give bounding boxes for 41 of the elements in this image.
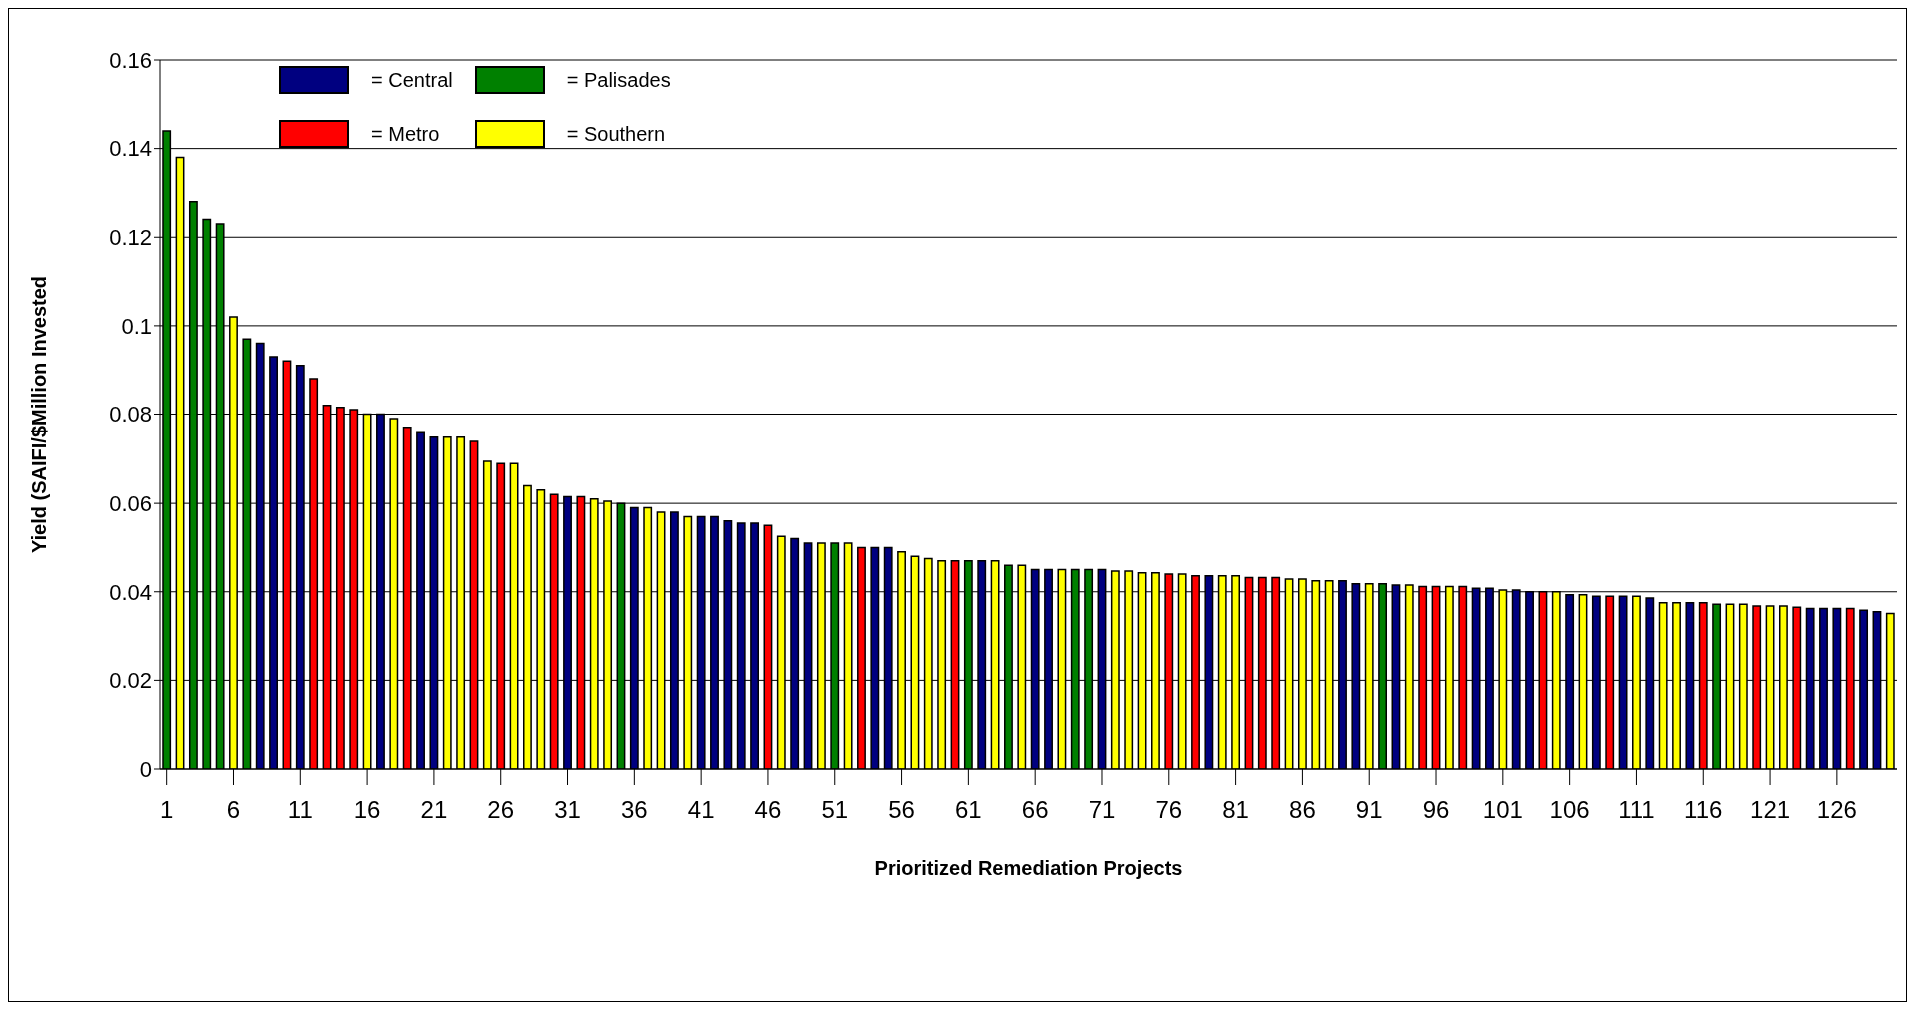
x-tick-label: 36 xyxy=(620,796,648,824)
y-tick-label: 0.14 xyxy=(109,136,152,162)
x-tick-label: 101 xyxy=(1482,796,1523,824)
x-tick-label: 81 xyxy=(1222,796,1249,824)
x-tick-label: 11 xyxy=(287,796,313,824)
x-tick-label: 31 xyxy=(554,796,581,824)
x-tick-label: 91 xyxy=(1355,796,1383,824)
legend-label: = Southern xyxy=(566,122,666,146)
x-tick-label: 46 xyxy=(754,796,782,824)
y-tick-label: 0.06 xyxy=(109,490,152,516)
x-tick-label: 86 xyxy=(1289,796,1316,824)
x-tick-label: 66 xyxy=(1021,796,1049,824)
y-tick-label: 0.08 xyxy=(109,402,152,428)
x-tick-label: 116 xyxy=(1684,796,1723,824)
y-tick-label: 0.02 xyxy=(109,668,152,694)
x-tick-label: 106 xyxy=(1549,796,1590,824)
x-tick-label: 121 xyxy=(1750,796,1791,824)
x-tick-label: 6 xyxy=(226,796,241,824)
y-tick-label: 0.16 xyxy=(109,47,152,73)
x-tick-label: 41 xyxy=(687,796,715,824)
x-tick-label: 56 xyxy=(888,796,915,824)
legend-label: = Metro xyxy=(371,122,440,146)
y-tick-label: 0.1 xyxy=(121,313,152,339)
x-axis-title: Prioritized Remediation Projects xyxy=(874,857,1183,879)
x-tick-label: 71 xyxy=(1088,796,1116,824)
x-tick-label: 51 xyxy=(821,796,849,824)
x-tick-label: 76 xyxy=(1155,796,1183,824)
y-tick-label: 0.04 xyxy=(109,579,152,605)
x-tick-label: 96 xyxy=(1422,796,1450,824)
legend-label: = Central xyxy=(371,68,453,92)
x-tick-label: 16 xyxy=(353,796,381,824)
legend-label: = Palisades xyxy=(566,68,671,92)
x-tick-label: 1 xyxy=(160,796,174,824)
x-tick-label: 126 xyxy=(1816,796,1857,824)
y-axis-title: Yield (SAIFI/$Million Invested xyxy=(28,275,51,554)
x-tick-label: 21 xyxy=(420,796,448,824)
y-tick-label: 0 xyxy=(139,756,152,782)
x-tick-label: 26 xyxy=(487,796,515,824)
y-tick-label: 0.12 xyxy=(109,225,152,251)
x-tick-label: 111 xyxy=(1618,796,1655,824)
x-tick-label: 61 xyxy=(955,796,982,824)
